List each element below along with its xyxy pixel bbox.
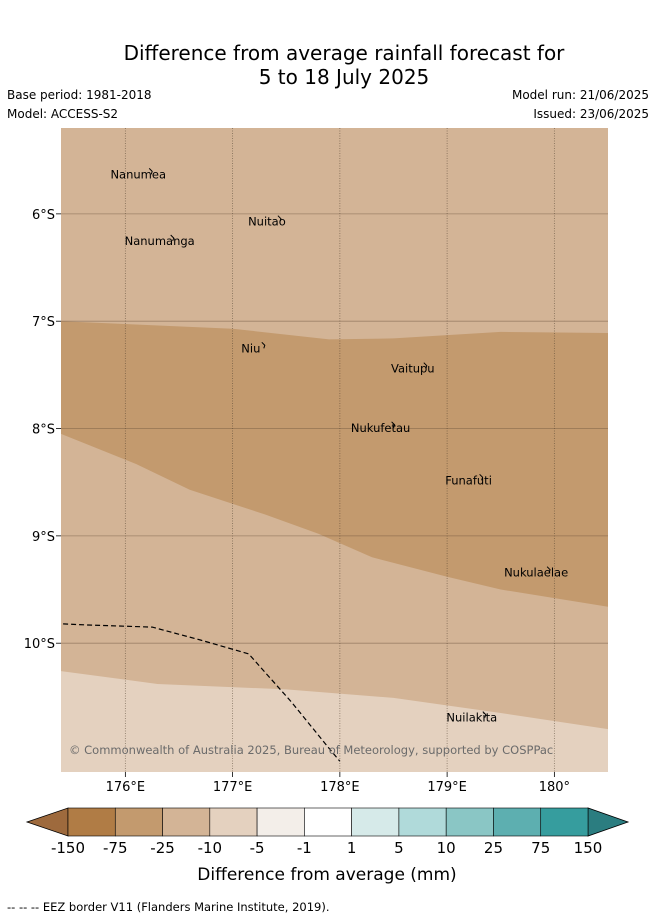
colorbar-swatch <box>162 807 211 837</box>
title-line-2: 5 to 18 July 2025 <box>258 65 430 89</box>
colorbar-tick-label: 150 <box>574 839 603 857</box>
colorbar-swatch <box>256 807 305 837</box>
colorbar-over-arrow <box>587 807 630 837</box>
colorbar-tick-label: 1 <box>347 839 357 857</box>
colorbar-swatch <box>540 807 589 837</box>
colorbar-swatch <box>304 807 352 837</box>
place-label: Nanumea <box>110 167 166 181</box>
title-line-1: Difference from average rainfall forecas… <box>123 41 565 65</box>
x-tick-label: 180° <box>539 780 570 795</box>
eez-footer-note: -- -- -- EEZ border V11 (Flanders Marine… <box>7 900 330 914</box>
island-outline <box>148 168 153 175</box>
colorbar-swatch <box>114 807 163 837</box>
colorbar-tick-label: 5 <box>394 839 404 857</box>
colorbar: -150 -75 -25 -10 -5 -1 1 5 10 25 75 150 <box>25 807 630 857</box>
base-period-label: Base period: 1981-2018 <box>7 88 152 102</box>
colorbar-swatch <box>398 807 447 837</box>
y-tick-label: 10°S <box>24 637 55 652</box>
colorbar-swatch <box>351 807 400 837</box>
x-axis: 176°E 177°E 178°E 179°E 180° <box>106 772 570 795</box>
island-outline <box>482 711 487 718</box>
colorbar-tick-label: -5 <box>250 839 265 857</box>
colorbar-label: Difference from average (mm) <box>197 865 456 885</box>
place-label: Nukufetau <box>351 421 410 435</box>
colorbar-tick-label: 75 <box>531 839 550 857</box>
island-outline <box>170 234 175 242</box>
colorbar-swatch <box>67 807 116 837</box>
y-tick-label: 6°S <box>32 208 55 223</box>
model-run-label: Model run: 21/06/2025 <box>511 88 649 102</box>
colorbar-tick-label: -150 <box>51 839 85 857</box>
copyright-notice: © Commonwealth of Australia 2025, Bureau… <box>69 743 553 757</box>
island-outline <box>277 215 282 222</box>
island-outline <box>391 421 396 428</box>
plot-area: Nanumea Nuitao Nanumanga Niu Vaitupu Nukufeta… <box>61 128 608 772</box>
x-tick-label: 179°E <box>427 780 467 795</box>
place-label: Nanumanga <box>125 234 195 248</box>
colorbar-tick-label: 25 <box>484 839 503 857</box>
place-label: Nuitao <box>248 215 286 229</box>
colorbar-swatch <box>493 807 542 837</box>
island-outline <box>423 362 428 369</box>
colorbar-tick-label: -75 <box>103 839 128 857</box>
region-minus5-to-minus1 <box>61 739 608 772</box>
y-tick-label: 8°S <box>32 423 55 438</box>
model-label: Model: ACCESS-S2 <box>7 107 119 121</box>
y-axis: 6°S 7°S 8°S 9°S 10°S <box>24 208 61 652</box>
eez-border-line <box>63 623 341 762</box>
place-label: Nuilakita <box>446 711 497 725</box>
x-tick-label: 177°E <box>213 780 253 795</box>
island-outline <box>261 341 266 349</box>
y-tick-label: 7°S <box>32 315 55 330</box>
map-title: Difference from average rainfall forecas… <box>0 41 655 89</box>
place-label: Vaitupu <box>391 362 435 376</box>
x-tick-label: 176°E <box>106 780 146 795</box>
island-outline <box>479 473 484 481</box>
colorbar-swatch <box>209 807 258 837</box>
place-label: Niu <box>241 341 260 355</box>
place-label: Funafuti <box>445 473 492 487</box>
island-outline <box>546 566 551 573</box>
colorbar-tick-label: -10 <box>198 839 223 857</box>
colorbar-under-arrow <box>25 807 69 837</box>
issued-label: Issued: 23/06/2025 <box>533 107 649 121</box>
colorbar-tick-label: -1 <box>297 839 312 857</box>
place-label: Nukulaelae <box>504 566 568 580</box>
region-minus10-to-minus5 <box>61 671 608 772</box>
colorbar-tick-label: 10 <box>437 839 456 857</box>
region-minus75-to-minus25 <box>61 321 608 607</box>
x-tick-label: 178°E <box>320 780 360 795</box>
colorbar-tick-label: -25 <box>150 839 175 857</box>
y-tick-label: 9°S <box>32 530 55 545</box>
colorbar-swatch <box>445 807 494 837</box>
